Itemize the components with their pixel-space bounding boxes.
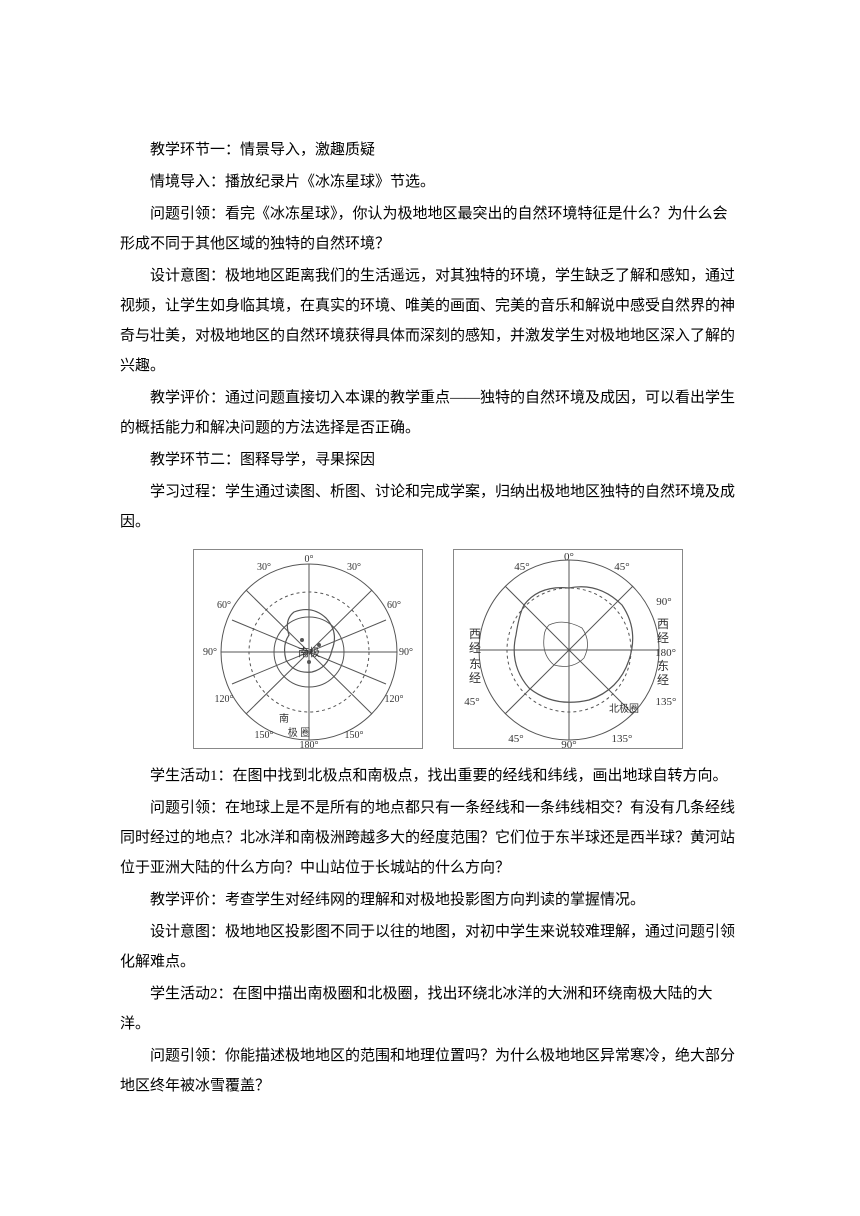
- svg-text:45°: 45°: [514, 561, 529, 573]
- section2-p4: 教学评价：考查学生对经纬网的理解和对极地投影图方向判读的掌握情况。: [120, 885, 740, 915]
- section2-p6: 学生活动2：在图中描出南极圈和北极圈，找出环绕北冰洋的大洲和环绕南极大陆的大洋。: [120, 979, 740, 1039]
- svg-text:0°: 0°: [564, 551, 574, 563]
- north-pole-map: 45° 0° 45° 90° 135° 135° 90° 45° 45° 西 经…: [453, 549, 683, 749]
- south-pole-svg: 0° 30° 60° 90° 120° 150° 180° 150° 120° …: [194, 550, 424, 750]
- svg-text:150°: 150°: [254, 730, 273, 741]
- svg-text:45°: 45°: [464, 696, 479, 708]
- south-pole-map: 0° 30° 60° 90° 120° 150° 180° 150° 120° …: [193, 549, 423, 749]
- svg-text:经: 经: [469, 671, 481, 685]
- svg-text:南极: 南极: [298, 645, 320, 659]
- svg-text:南: 南: [279, 712, 289, 725]
- svg-text:经: 经: [656, 673, 668, 687]
- section2-p1: 学习过程：学生通过读图、析图、讨论和完成学案，归纳出极地地区独特的自然环境及成因…: [120, 477, 740, 537]
- svg-text:西: 西: [469, 627, 481, 641]
- section1-title: 教学环节一：情景导入，激趣质疑: [120, 135, 740, 165]
- section1-p4: 教学评价：通过问题直接切入本课的教学重点——独特的自然环境及成因，可以看出学生的…: [120, 383, 740, 443]
- svg-text:90°: 90°: [399, 647, 413, 658]
- svg-text:北极圈: 北极圈: [609, 702, 639, 715]
- svg-text:经: 经: [469, 641, 481, 655]
- svg-text:经: 经: [656, 631, 668, 645]
- svg-text:西: 西: [656, 617, 668, 631]
- svg-text:60°: 60°: [387, 600, 401, 611]
- section2-p7: 问题引领：你能描述极地地区的范围和地理位置吗？为什么极地地区异常寒冷，绝大部分地…: [120, 1041, 740, 1101]
- svg-text:60°: 60°: [217, 600, 231, 611]
- svg-text:45°: 45°: [614, 561, 629, 573]
- svg-text:180°: 180°: [299, 740, 318, 750]
- svg-text:东: 东: [656, 659, 668, 673]
- svg-text:30°: 30°: [257, 562, 271, 573]
- svg-text:120°: 120°: [384, 694, 403, 705]
- svg-text:135°: 135°: [611, 733, 632, 745]
- svg-text:135°: 135°: [655, 696, 676, 708]
- document-body: 教学环节一：情景导入，激趣质疑 情境导入：播放纪录片《冰冻星球》节选。 问题引领…: [120, 135, 740, 1101]
- svg-text:极 圈: 极 圈: [287, 726, 310, 739]
- section2-p2: 学生活动1：在图中找到北极点和南极点，找出重要的经线和纬线，画出地球自转方向。: [120, 761, 740, 791]
- section2-p5: 设计意图：极地地区投影图不同于以往的地图，对初中学生来说较难理解，通过问题引领化…: [120, 917, 740, 977]
- svg-text:30°: 30°: [347, 562, 361, 573]
- section1-p3: 设计意图：极地地区距离我们的生活遥远，对其独特的环境，学生缺乏了解和感知，通过视…: [120, 261, 740, 381]
- north-pole-svg: 45° 0° 45° 90° 135° 135° 90° 45° 45° 西 经…: [454, 550, 684, 750]
- svg-text:90°: 90°: [656, 596, 671, 608]
- section2-p3: 问题引领：在地球上是不是所有的地点都只有一条经线和一条纬线相交？有没有几条经线同…: [120, 793, 740, 883]
- figure-row: 0° 30° 60° 90° 120° 150° 180° 150° 120° …: [120, 549, 740, 749]
- section1-p1: 情境导入：播放纪录片《冰冻星球》节选。: [120, 167, 740, 197]
- svg-text:90°: 90°: [203, 647, 217, 658]
- svg-text:90°: 90°: [561, 739, 576, 750]
- section2-title: 教学环节二：图释导学，寻果探因: [120, 445, 740, 475]
- svg-text:东: 东: [469, 657, 481, 671]
- svg-text:180°: 180°: [655, 647, 676, 659]
- section1-p2: 问题引领：看完《冰冻星球》，你认为极地地区最突出的自然环境特征是什么？为什么会形…: [120, 199, 740, 259]
- svg-text:0°: 0°: [304, 554, 313, 565]
- svg-text:120°: 120°: [214, 694, 233, 705]
- svg-text:45°: 45°: [508, 733, 523, 745]
- svg-text:150°: 150°: [344, 730, 363, 741]
